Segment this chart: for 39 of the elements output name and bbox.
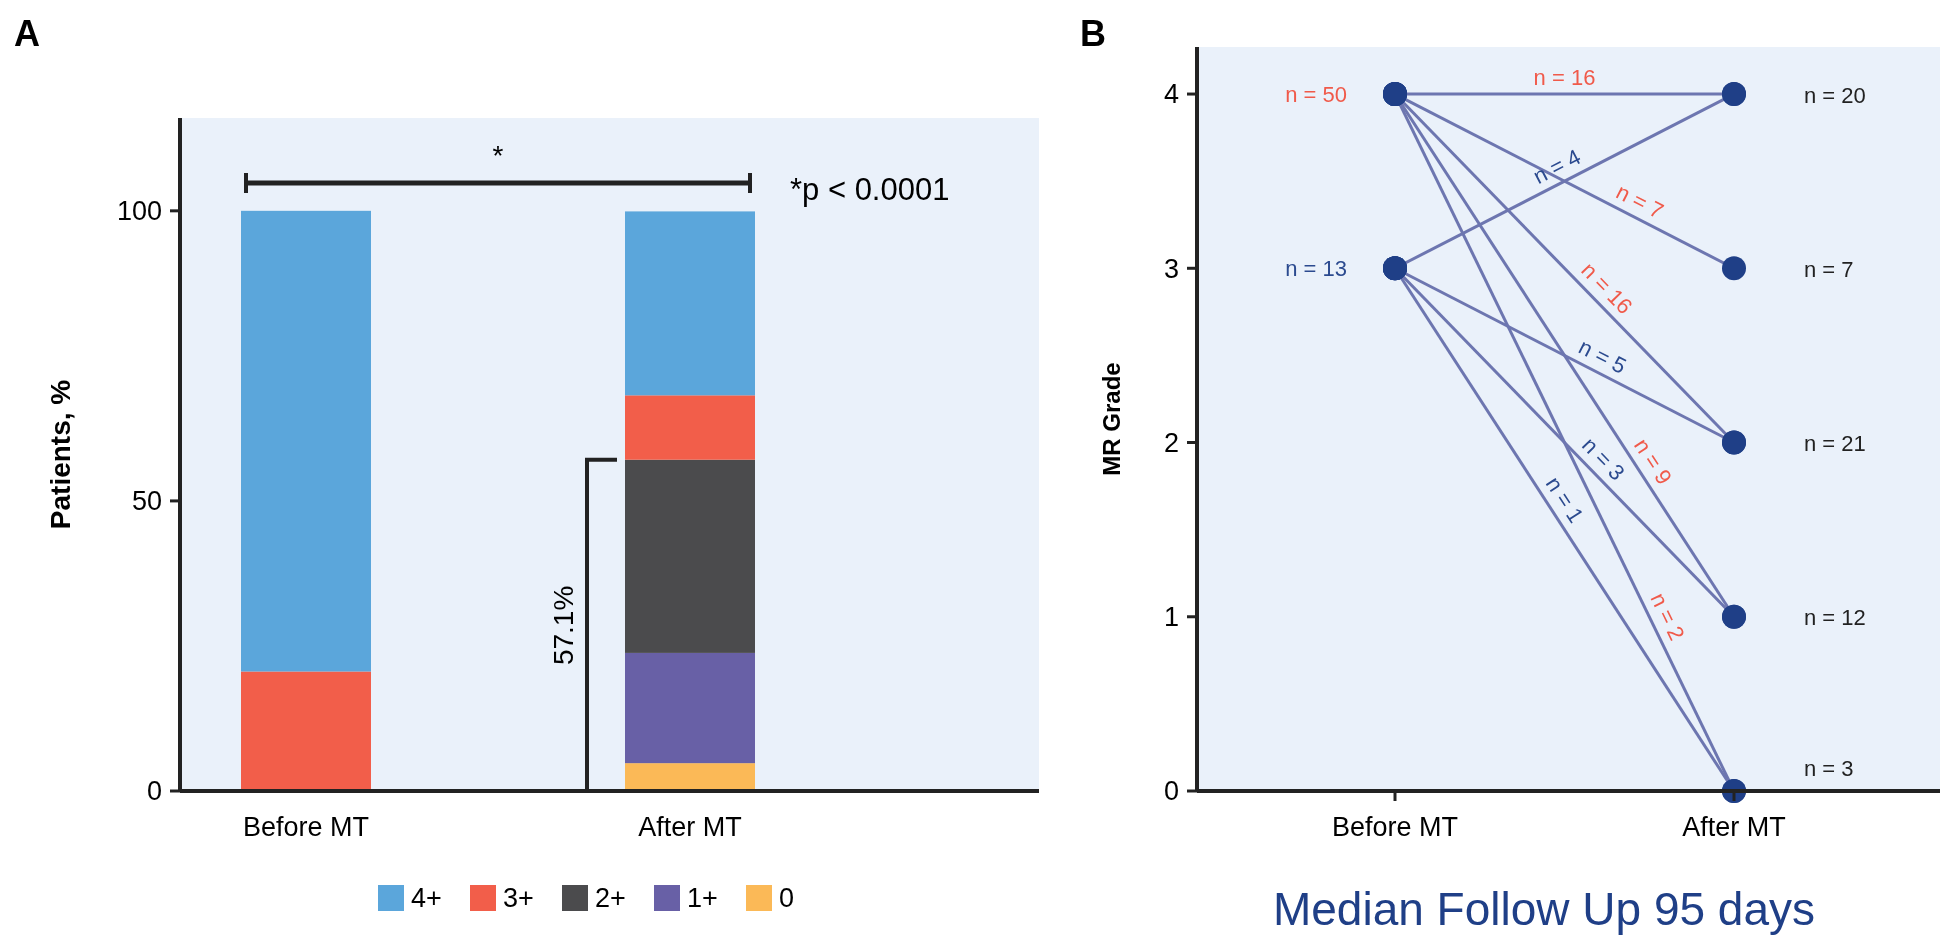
y-axis-title: Patients, % (45, 379, 76, 530)
y-tick-label: 50 (131, 486, 162, 517)
text: Median Follow Up 95 days (1272, 883, 1816, 935)
text: n = 2 (1645, 588, 1690, 645)
annotation: n = 12 (1804, 604, 1866, 630)
annotation: n = 50 (1285, 81, 1347, 107)
annotation: n = 21 (1804, 430, 1866, 456)
x-tick-label: After MT (638, 812, 742, 842)
y-tick-label: 0 (1163, 776, 1179, 807)
y-tick-label: 1 (1163, 602, 1179, 633)
y-tick-label: 2 (1163, 427, 1179, 458)
annotation: 57.1% (548, 585, 579, 666)
x-tick-label: After MT (1682, 812, 1786, 842)
annotation: *p < 0.0001 (790, 172, 950, 207)
legend-label: 1+ (687, 883, 718, 914)
y-tick-label: 0 (146, 776, 162, 807)
text: n = 5 (1574, 333, 1631, 379)
annotation: n = 3 (1804, 755, 1854, 781)
legend-label: 0 (779, 883, 795, 914)
annotation: n = 13 (1285, 255, 1347, 281)
annotation: n = 20 (1804, 82, 1866, 108)
chart-title: A (14, 13, 40, 54)
y-axis-title: MR Grade (1098, 362, 1125, 476)
legend-label: 2+ (595, 883, 626, 914)
text: n = 4 (1529, 144, 1585, 189)
annotation: * (492, 140, 504, 171)
y-tick-label: 4 (1163, 79, 1179, 110)
text: n = 9 (1628, 433, 1677, 490)
chart-title: B (1080, 13, 1106, 54)
text: n = 16 (1576, 257, 1638, 319)
y-tick-label: 100 (116, 196, 162, 227)
text: n = 7 (1612, 178, 1668, 224)
y-tick-label: 3 (1163, 253, 1179, 284)
legend-label: 3+ (503, 883, 534, 914)
x-tick-label: Before MT (242, 812, 370, 842)
series-label: n = 16 (1533, 65, 1596, 91)
x-tick-label: Before MT (1331, 812, 1459, 842)
legend-label: 4+ (411, 883, 442, 914)
annotation: n = 7 (1804, 256, 1854, 282)
